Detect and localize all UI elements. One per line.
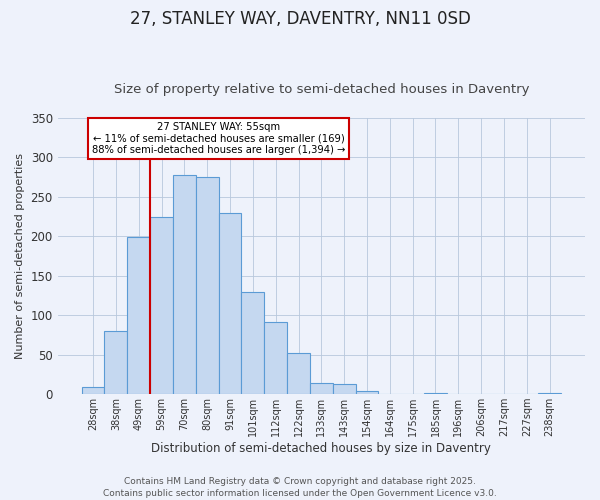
Bar bbox=[127, 237, 150, 394]
Bar bbox=[150, 218, 173, 394]
Bar bbox=[241, 292, 264, 394]
Bar bbox=[218, 212, 241, 394]
Y-axis label: Number of semi-detached properties: Number of semi-detached properties bbox=[15, 153, 25, 359]
Bar bbox=[173, 175, 196, 394]
Bar bbox=[82, 387, 104, 394]
Bar bbox=[104, 331, 127, 394]
X-axis label: Distribution of semi-detached houses by size in Daventry: Distribution of semi-detached houses by … bbox=[151, 442, 491, 455]
Bar bbox=[287, 353, 310, 394]
Bar bbox=[333, 384, 356, 394]
Bar bbox=[538, 392, 561, 394]
Bar bbox=[424, 392, 447, 394]
Text: 27 STANLEY WAY: 55sqm
← 11% of semi-detached houses are smaller (169)
88% of sem: 27 STANLEY WAY: 55sqm ← 11% of semi-deta… bbox=[92, 122, 345, 156]
Bar bbox=[264, 322, 287, 394]
Bar bbox=[196, 177, 218, 394]
Text: 27, STANLEY WAY, DAVENTRY, NN11 0SD: 27, STANLEY WAY, DAVENTRY, NN11 0SD bbox=[130, 10, 470, 28]
Bar bbox=[356, 391, 379, 394]
Text: Contains HM Land Registry data © Crown copyright and database right 2025.
Contai: Contains HM Land Registry data © Crown c… bbox=[103, 476, 497, 498]
Title: Size of property relative to semi-detached houses in Daventry: Size of property relative to semi-detach… bbox=[113, 83, 529, 96]
Bar bbox=[310, 383, 333, 394]
